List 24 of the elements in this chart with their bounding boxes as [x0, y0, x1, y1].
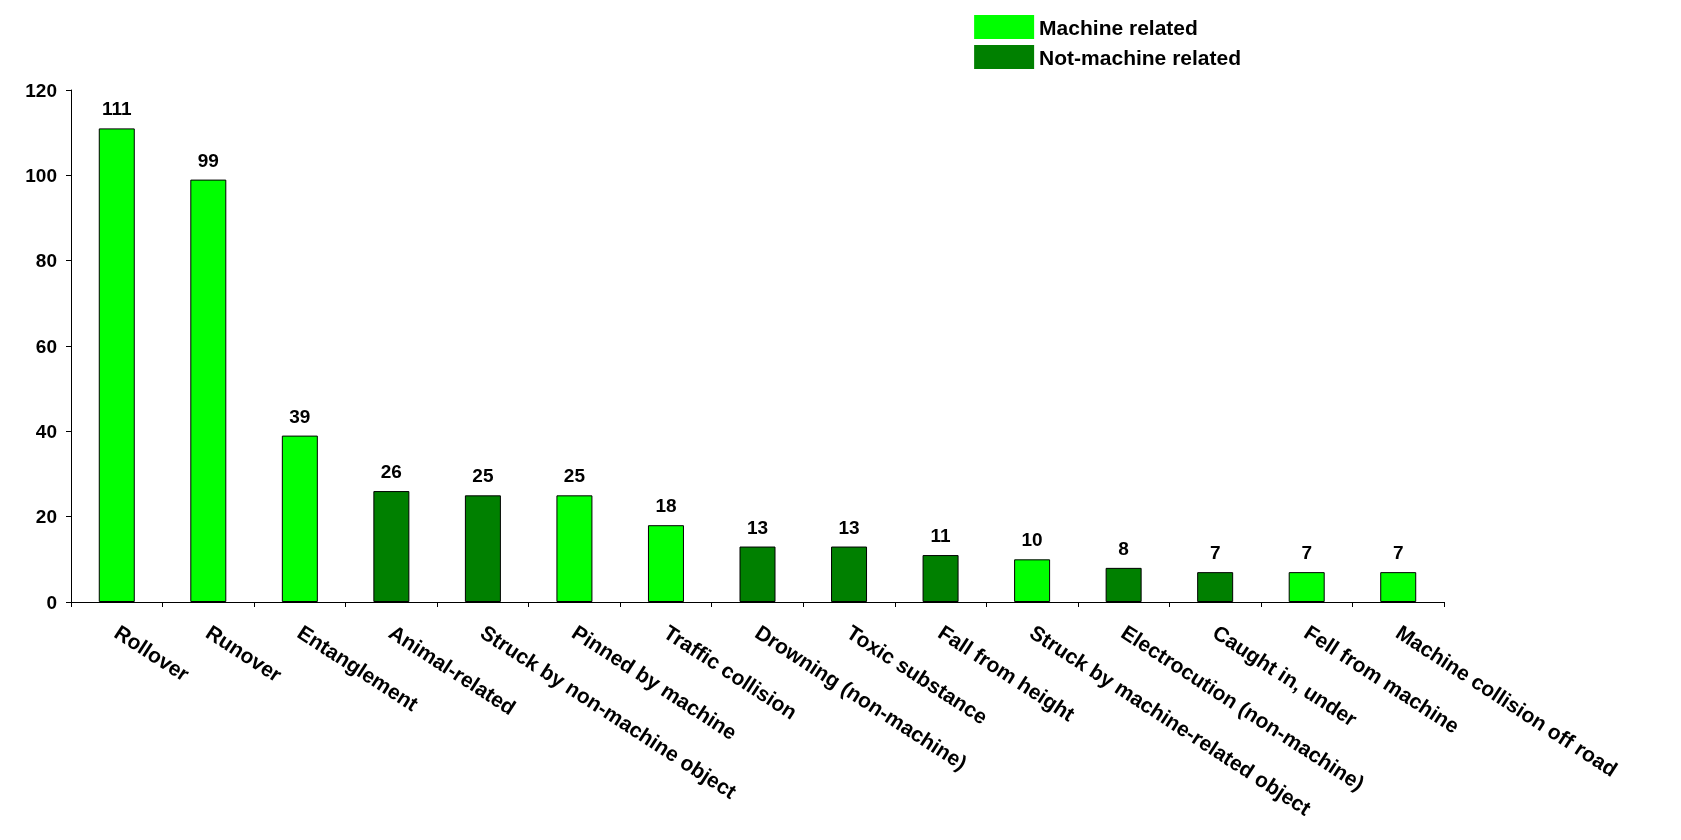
data-label: 18 — [655, 495, 677, 517]
data-label: 99 — [197, 149, 219, 171]
data-label: 111 — [101, 98, 132, 120]
legend-label: Not-machine related — [1039, 45, 1242, 69]
data-label: 11 — [930, 525, 952, 547]
legend-label: Machine related — [1039, 15, 1198, 39]
y-tick-label: 100 — [25, 164, 57, 186]
y-tick-label: 120 — [25, 79, 57, 101]
data-label: 13 — [746, 516, 769, 538]
data-label: 8 — [1118, 537, 1129, 559]
y-tick-label: 0 — [46, 591, 57, 613]
data-label: 13 — [838, 516, 860, 538]
data-label: 25 — [472, 465, 494, 487]
y-tick-label: 20 — [35, 506, 57, 528]
y-tick-label: 80 — [35, 250, 57, 272]
data-label: 25 — [563, 465, 586, 487]
data-label: 7 — [1392, 542, 1404, 564]
data-label: 7 — [1209, 542, 1221, 564]
data-label: 7 — [1301, 542, 1312, 564]
data-label: 26 — [380, 461, 402, 483]
y-tick-label: 60 — [35, 335, 57, 357]
data-label: 10 — [1021, 529, 1043, 551]
data-label: 39 — [289, 405, 311, 427]
y-tick-label: 40 — [35, 420, 57, 442]
